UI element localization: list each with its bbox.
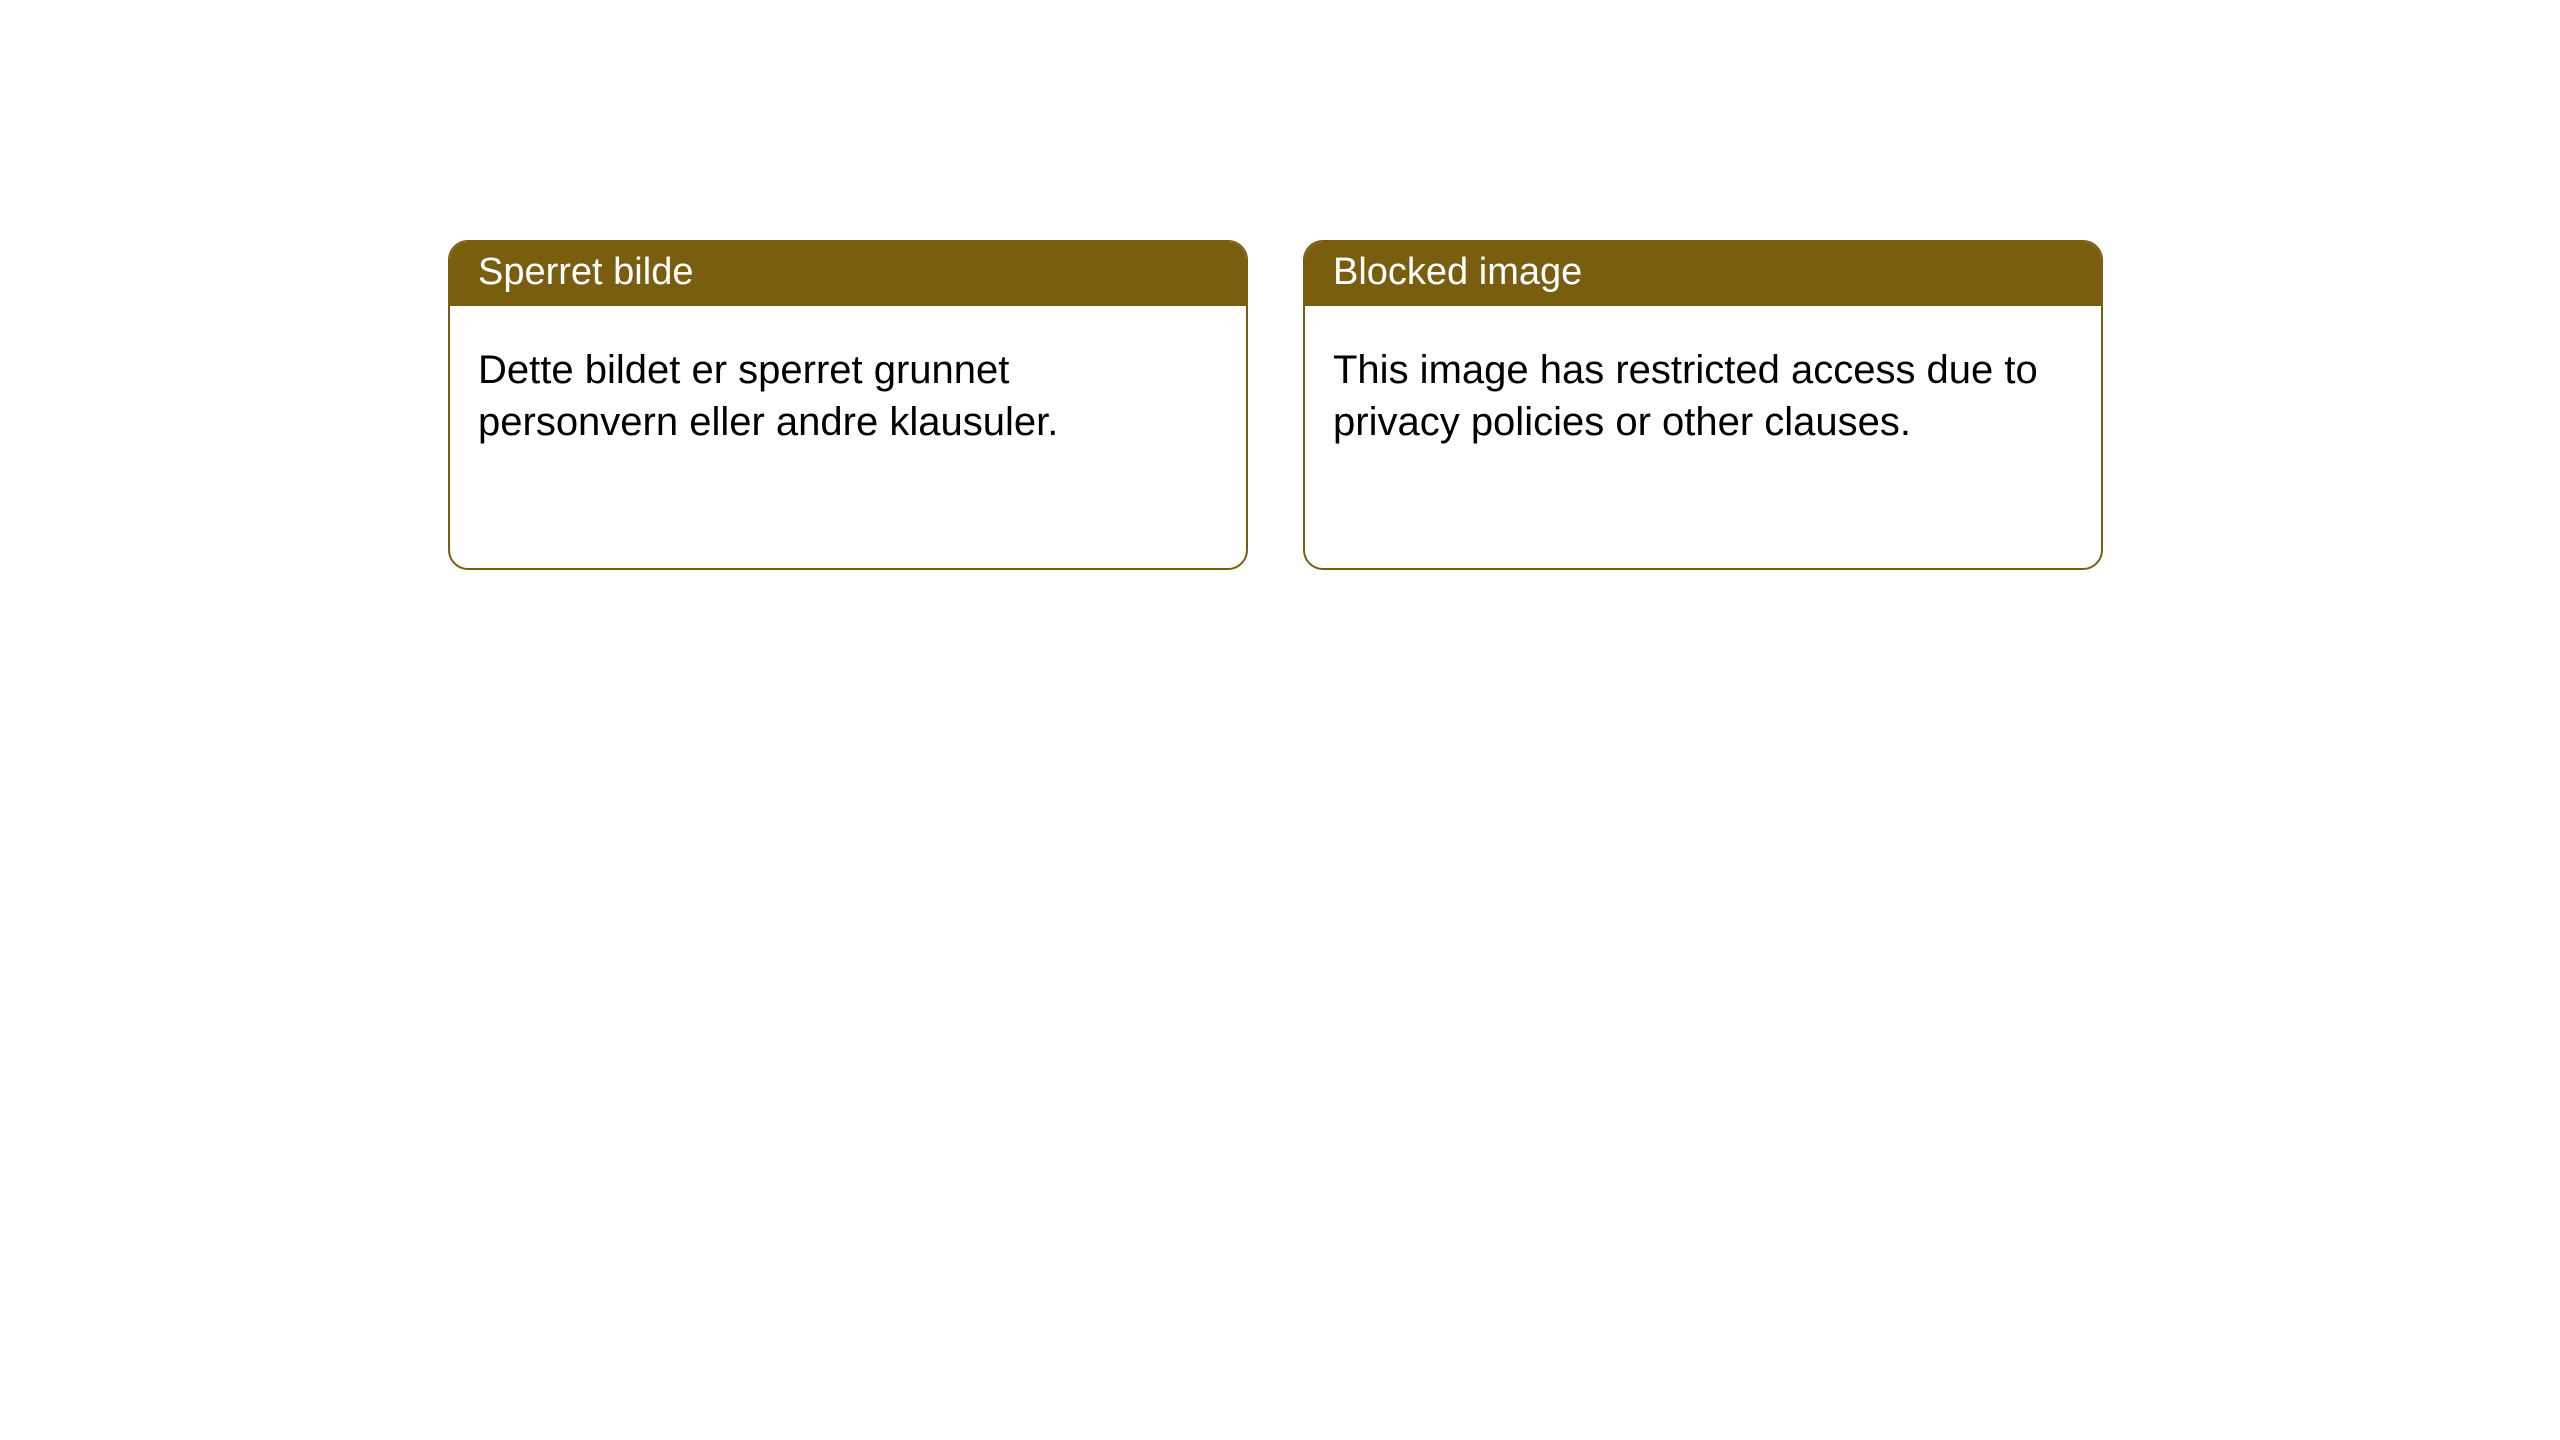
card-header-norwegian: Sperret bilde — [450, 242, 1246, 306]
card-header-english: Blocked image — [1305, 242, 2101, 306]
notice-container: Sperret bilde Dette bildet er sperret gr… — [0, 0, 2560, 570]
card-body-norwegian: Dette bildet er sperret grunnet personve… — [450, 306, 1246, 486]
blocked-image-card-english: Blocked image This image has restricted … — [1303, 240, 2103, 570]
card-body-english: This image has restricted access due to … — [1305, 306, 2101, 486]
blocked-image-card-norwegian: Sperret bilde Dette bildet er sperret gr… — [448, 240, 1248, 570]
